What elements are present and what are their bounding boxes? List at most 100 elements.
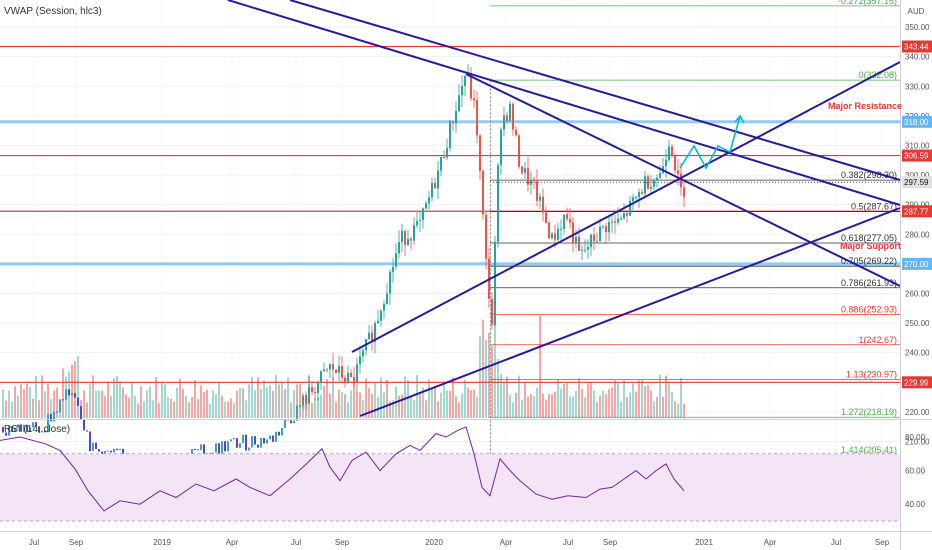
- volume-bar: [401, 394, 403, 418]
- volume-bar: [98, 390, 100, 418]
- candle-body: [440, 157, 442, 171]
- candle-body: [389, 271, 391, 294]
- candle-body: [68, 389, 70, 396]
- volume-bar: [251, 376, 253, 418]
- volume-bar: [437, 401, 439, 418]
- candle-body: [5, 432, 7, 436]
- candle-body: [404, 230, 406, 245]
- candle-body: [668, 146, 670, 160]
- candle-body: [293, 420, 295, 424]
- volume-bar: [635, 391, 637, 418]
- candle-body: [326, 369, 328, 371]
- volume-bar: [152, 400, 154, 418]
- volume-bar: [578, 378, 580, 418]
- candle-body: [92, 442, 94, 451]
- volume-bar: [323, 386, 325, 418]
- volume-bar: [365, 378, 367, 418]
- candle-body: [344, 377, 346, 383]
- volume-bar: [662, 396, 664, 418]
- candle-body: [590, 234, 592, 247]
- volume-bar: [560, 388, 562, 418]
- price-axis-bg: [900, 0, 932, 550]
- volume-bar: [419, 393, 421, 418]
- volume-bar: [371, 393, 373, 418]
- x-tick-label: Jul: [291, 538, 301, 547]
- candle-body: [23, 424, 25, 432]
- volume-bar: [2, 389, 4, 418]
- candle-body: [119, 448, 121, 451]
- projection-path: [679, 115, 741, 170]
- volume-bar: [452, 377, 454, 418]
- volume-bar: [533, 396, 535, 418]
- volume-bar: [17, 395, 19, 418]
- volume-bar: [653, 401, 655, 418]
- candle-body: [248, 447, 250, 451]
- volume-bar: [119, 381, 121, 418]
- volume-bar: [599, 395, 601, 418]
- volume-bar: [440, 392, 442, 418]
- price-tag: [902, 376, 932, 389]
- volume-bar: [398, 395, 400, 418]
- rsi-tick-label: 40.00: [905, 500, 926, 509]
- candle-body: [545, 212, 547, 223]
- candle-body: [281, 427, 283, 436]
- volume-bar: [125, 394, 127, 418]
- volume-bar: [674, 401, 676, 418]
- fib-label: 0(332.08): [858, 70, 897, 80]
- volume-bar: [74, 360, 76, 418]
- volume-bar: [173, 401, 175, 418]
- volume-bar: [332, 377, 334, 418]
- volume-bar: [32, 398, 34, 418]
- candle-body: [641, 192, 643, 194]
- candle-body: [425, 203, 427, 209]
- candle-body: [683, 187, 685, 198]
- candle-body: [419, 219, 421, 221]
- volume-bar: [77, 356, 79, 418]
- volume-bar: [566, 381, 568, 418]
- candle-body: [422, 208, 424, 220]
- candle-body: [536, 181, 538, 201]
- volume-bar: [434, 385, 436, 418]
- candle-body: [371, 332, 373, 342]
- y-tick-label: 300.00: [905, 171, 930, 180]
- volume-bar: [14, 386, 16, 418]
- candle-body: [554, 233, 556, 240]
- volume-bar: [557, 379, 559, 418]
- y-tick-label: 280.00: [905, 230, 930, 239]
- price-tag-label: 229.99: [904, 378, 929, 387]
- price-tag: [902, 40, 932, 53]
- volume-bar: [11, 401, 13, 418]
- candle-body: [218, 443, 220, 454]
- trendline: [359, 207, 901, 417]
- volume-bar: [389, 401, 391, 418]
- candle-body: [413, 225, 415, 241]
- candle-body: [32, 422, 34, 428]
- candle-body: [461, 85, 463, 96]
- candle-body: [377, 320, 379, 324]
- volume-bar: [263, 380, 265, 418]
- vwap-label[interactable]: VWAP (Session, hlc3): [4, 6, 102, 17]
- volume-bar: [431, 388, 433, 418]
- volume-bar: [188, 402, 190, 418]
- candle-body: [260, 437, 262, 448]
- volume-bar: [83, 390, 85, 418]
- volume-bar: [572, 396, 574, 418]
- volume-bar: [104, 396, 106, 418]
- candle-body: [602, 226, 604, 228]
- rsi-label[interactable]: RSI (14, close): [4, 424, 71, 435]
- volume-bar: [41, 375, 43, 418]
- volume-bar: [476, 396, 478, 418]
- y-tick-label: 340.00: [905, 53, 930, 62]
- volume-bar: [146, 390, 148, 418]
- candle-body: [44, 430, 46, 433]
- volume-bar: [467, 387, 469, 418]
- candle-body: [335, 369, 337, 373]
- candle-body: [665, 159, 667, 167]
- candle-body: [50, 414, 52, 422]
- candle-body: [479, 135, 481, 171]
- volume-bar: [287, 377, 289, 418]
- candle-body: [224, 441, 226, 452]
- volume-bar: [461, 393, 463, 418]
- volume-bar: [551, 394, 553, 418]
